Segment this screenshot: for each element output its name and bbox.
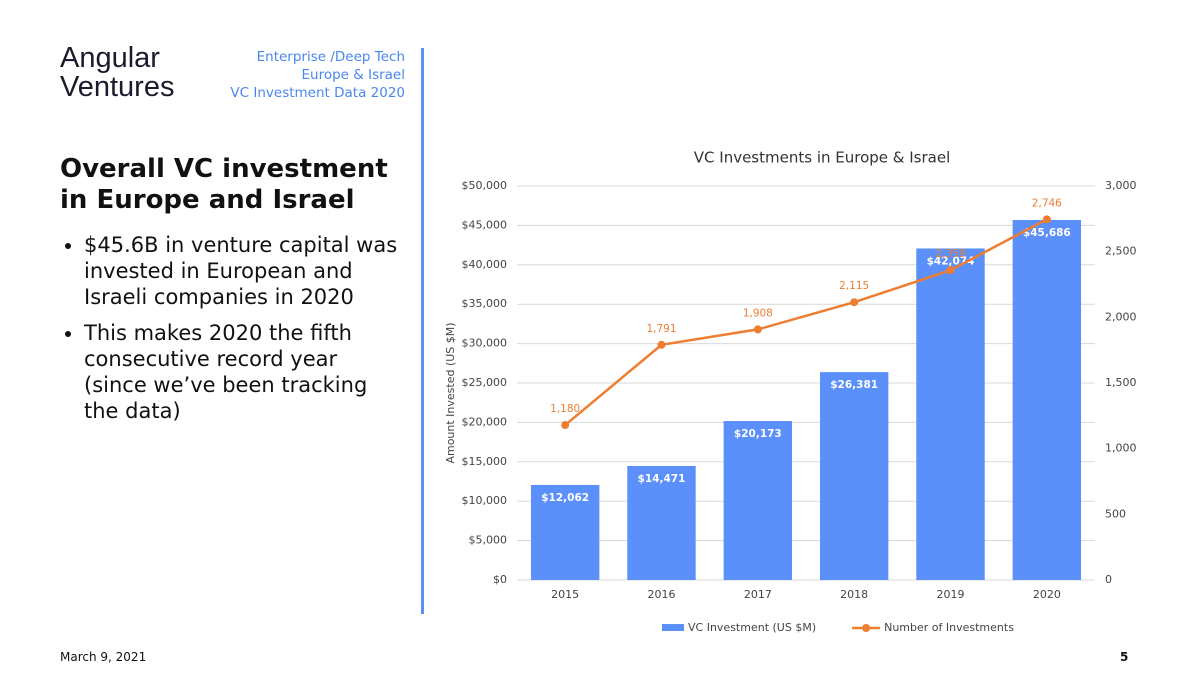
line-point: [561, 421, 570, 430]
logo: Angular Ventures: [60, 44, 174, 102]
tick-label: $10,000: [462, 494, 508, 507]
legend-swatch: [862, 624, 871, 632]
x-tick-label: 2018: [840, 588, 868, 601]
line-point: [657, 340, 666, 349]
data-label: 2,746: [1032, 197, 1062, 209]
tick-label: $15,000: [462, 455, 508, 468]
data-label: 2,359: [935, 248, 965, 260]
line-point: [1042, 215, 1051, 224]
x-tick-label: 2020: [1033, 588, 1061, 601]
data-label: $14,471: [638, 473, 686, 485]
line: [564, 218, 1048, 426]
tick-label: 3,000: [1105, 179, 1137, 192]
tick-label: 2,500: [1105, 245, 1137, 258]
heading: Overall VC investment in Europe and Isra…: [60, 154, 388, 215]
data-label: $12,062: [541, 492, 589, 504]
tick-label: 1,000: [1105, 442, 1137, 455]
x-tick-label: 2017: [744, 588, 772, 601]
legend-label: Number of Investments: [884, 621, 1014, 634]
tick-label: 1,500: [1105, 376, 1137, 389]
data-label: 2,115: [839, 280, 869, 292]
legend-label: VC Investment (US $M): [688, 621, 816, 634]
tick-label: $40,000: [462, 258, 508, 271]
chart-title: VC Investments in Europe & Israel: [694, 149, 950, 167]
header-line: VC Investment Data 2020: [230, 85, 405, 101]
line-point: [850, 298, 859, 307]
bar: [819, 372, 889, 580]
logo-line: Angular: [60, 42, 160, 74]
tick-label: $25,000: [462, 376, 508, 389]
x-tick-label: 2015: [551, 588, 579, 601]
data-label: 1,791: [646, 323, 676, 335]
bar: [1012, 219, 1082, 580]
logo-line: Ventures: [60, 71, 175, 103]
tick-label: $5,000: [469, 534, 508, 547]
bar: [530, 484, 600, 580]
tick-label: 0: [1105, 573, 1112, 586]
footer-date: March 9, 2021: [60, 650, 147, 664]
tick-label: $30,000: [462, 337, 508, 350]
bullet: This makes 2020 the fifth consecutive re…: [84, 320, 404, 424]
tick-label: 500: [1105, 507, 1126, 520]
tick-label: 2,000: [1105, 310, 1137, 323]
bar: [916, 248, 985, 580]
data-label: 1,180: [550, 403, 580, 415]
x-tick-label: 2016: [648, 588, 676, 601]
line-point: [753, 325, 762, 334]
x-tick-label: 2019: [937, 588, 965, 601]
tick-label: $50,000: [462, 179, 508, 192]
divider: [421, 48, 424, 614]
data-label: 1,908: [743, 307, 773, 319]
tick-label: $20,000: [462, 415, 508, 428]
legend-swatch: [662, 624, 684, 631]
tick-label: $0: [493, 573, 507, 586]
line-point: [946, 266, 955, 275]
tick-label: $35,000: [462, 297, 508, 310]
bullet: $45.6B in venture capital was invested i…: [84, 232, 404, 310]
bar: [627, 465, 696, 580]
page-number: 5: [1120, 650, 1129, 664]
bar: [723, 421, 793, 580]
tick-label: $45,000: [462, 218, 508, 231]
header: Enterprise /Deep Tech Europe & Israel VC…: [230, 48, 405, 102]
data-label: $45,686: [1023, 227, 1071, 239]
data-label: $26,381: [830, 379, 878, 391]
header-line: Enterprise /Deep Tech: [256, 49, 405, 65]
bullets: $45.6B in venture capital was invested i…: [60, 232, 404, 434]
header-line: Europe & Israel: [301, 67, 405, 83]
data-label: $20,173: [734, 428, 782, 440]
y-axis-label: Amount Invested (US $M): [444, 322, 457, 463]
